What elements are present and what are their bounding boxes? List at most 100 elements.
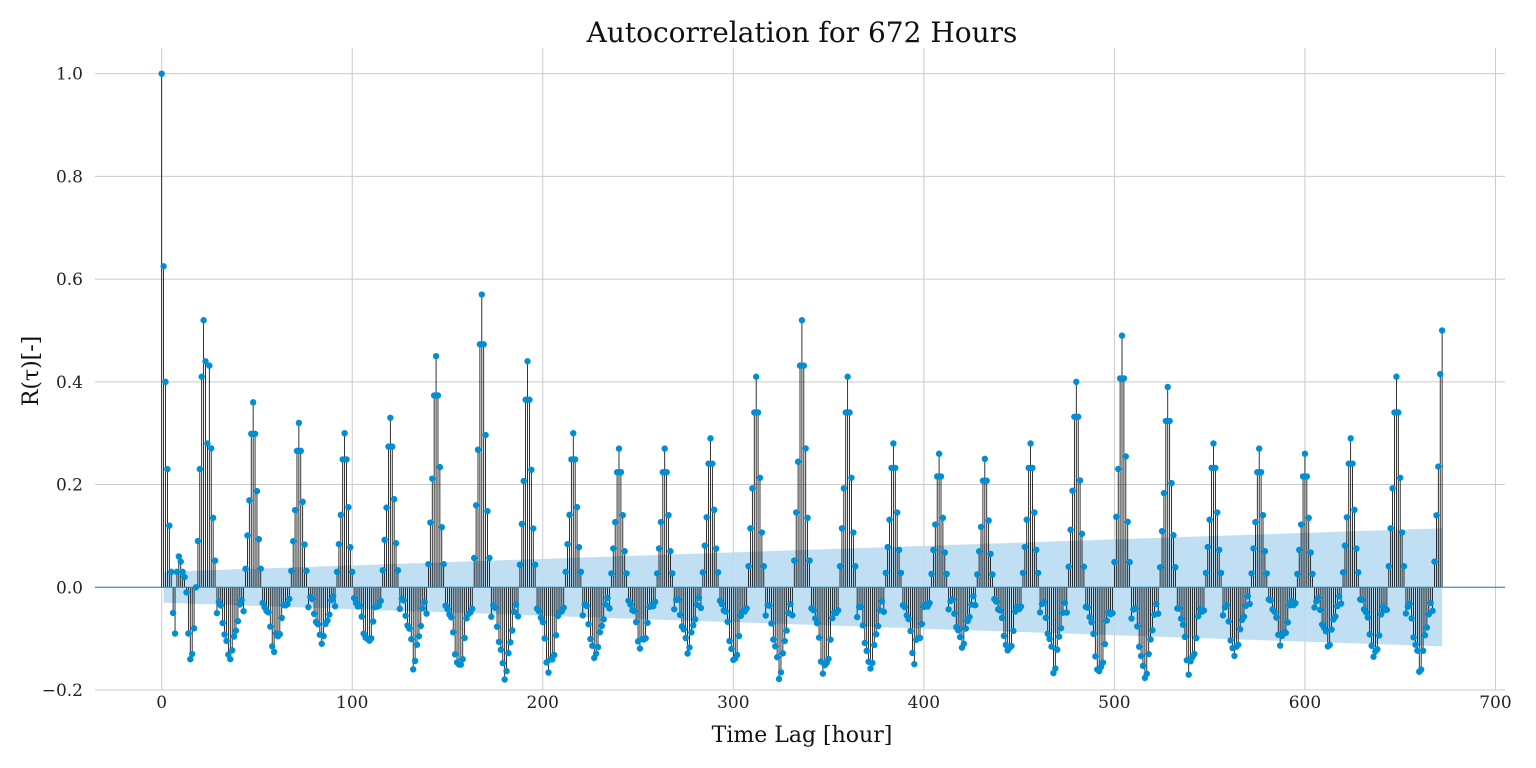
point-lag-133	[411, 657, 419, 665]
point-lag-542	[1191, 650, 1198, 658]
point-lag-134	[413, 641, 421, 648]
point-lag-523	[1155, 610, 1162, 617]
x-tick-label: 0	[156, 693, 167, 713]
point-lag-124	[394, 567, 402, 574]
point-lag-170	[482, 431, 489, 439]
point-lag-408	[935, 450, 943, 457]
point-lag-636	[1370, 653, 1377, 660]
point-lag-413	[945, 606, 952, 613]
point-lag-561	[1227, 637, 1234, 644]
point-lag-52	[257, 565, 264, 572]
point-lag-332	[791, 557, 798, 564]
point-lag-409	[937, 473, 945, 480]
point-lag-125	[396, 605, 404, 613]
point-lag-587	[1276, 642, 1284, 649]
point-lag-17	[190, 625, 198, 632]
point-lag-193	[526, 396, 533, 403]
point-lag-268	[669, 570, 676, 577]
point-lag-505	[1120, 375, 1128, 382]
point-lag-433	[983, 477, 990, 484]
point-lag-275	[682, 634, 689, 642]
point-lag-194	[528, 466, 535, 473]
point-lag-243	[621, 548, 628, 555]
point-lag-183	[507, 639, 514, 646]
point-lag-515	[1139, 662, 1147, 670]
point-lag-237	[610, 545, 617, 552]
point-lag-294	[718, 600, 726, 608]
point-lag-31	[217, 602, 224, 609]
point-lag-23	[202, 358, 209, 365]
point-lag-668	[1431, 558, 1438, 565]
point-lag-296	[722, 608, 729, 615]
point-lag-643	[1383, 606, 1391, 613]
point-lag-101	[350, 594, 358, 602]
y-tick-label: 0.6	[56, 270, 83, 290]
point-lag-367	[857, 603, 865, 611]
x-tick-label: 500	[1098, 693, 1130, 713]
point-lag-219	[575, 544, 583, 551]
y-tick-label: 0.4	[56, 373, 83, 393]
point-lag-403	[926, 599, 933, 607]
point-lag-94	[337, 511, 344, 519]
point-lag-520	[1149, 627, 1156, 634]
x-tick-label: 300	[717, 693, 749, 713]
point-lag-73	[297, 447, 304, 455]
point-lag-504	[1118, 332, 1126, 339]
point-lag-97	[343, 456, 350, 463]
point-lag-4	[166, 522, 173, 529]
point-lag-166	[474, 446, 482, 453]
point-lag-398	[916, 634, 924, 642]
y-axis-label: R(τ)[-]	[19, 336, 44, 407]
point-lag-274	[680, 626, 687, 633]
point-lag-466	[1046, 635, 1053, 643]
point-lag-361	[846, 409, 853, 416]
point-lag-352	[829, 614, 836, 622]
point-lag-525	[1158, 527, 1166, 535]
point-lag-576	[1256, 445, 1263, 452]
point-lag-369	[861, 639, 868, 647]
point-lag-656	[1408, 615, 1415, 622]
point-lag-221	[579, 612, 586, 619]
point-lag-649	[1395, 409, 1402, 416]
point-lag-179	[499, 659, 506, 667]
point-lag-471	[1055, 633, 1063, 640]
point-lag-285	[701, 542, 708, 549]
point-lag-664	[1423, 624, 1431, 631]
point-lag-434	[985, 517, 992, 524]
point-lag-13	[183, 589, 190, 596]
point-lag-63	[278, 614, 285, 622]
point-lag-436	[989, 571, 996, 578]
point-lag-619	[1337, 600, 1345, 607]
point-lag-390	[901, 603, 908, 611]
point-lag-620	[1339, 569, 1347, 576]
point-lag-266	[665, 511, 672, 519]
point-lag-580	[1263, 570, 1271, 577]
point-lag-426	[970, 593, 977, 600]
point-lag-435	[987, 550, 994, 558]
point-lag-157	[457, 661, 465, 668]
point-lag-39	[232, 627, 240, 634]
point-lag-15	[187, 655, 194, 663]
point-lag-165	[472, 502, 480, 509]
point-lag-168	[478, 291, 485, 298]
point-lag-16	[188, 650, 196, 658]
point-lag-624	[1347, 435, 1354, 442]
point-lag-456	[1027, 440, 1034, 447]
point-lag-234	[604, 594, 611, 602]
point-lag-1	[160, 263, 167, 270]
point-lag-59	[270, 648, 278, 656]
point-lag-384	[890, 440, 897, 447]
point-lag-158	[459, 655, 466, 663]
point-lag-608	[1316, 606, 1324, 614]
point-lag-267	[667, 548, 674, 555]
point-lag-662	[1419, 647, 1427, 654]
point-lag-265	[663, 468, 670, 476]
point-lag-38	[230, 633, 238, 640]
point-lag-438	[993, 598, 1000, 605]
point-lag-597	[1296, 546, 1303, 554]
point-lag-566	[1236, 626, 1244, 633]
point-lag-482	[1076, 477, 1084, 484]
point-lag-475	[1063, 609, 1070, 616]
point-lag-363	[850, 529, 857, 536]
point-lag-489	[1090, 630, 1097, 638]
